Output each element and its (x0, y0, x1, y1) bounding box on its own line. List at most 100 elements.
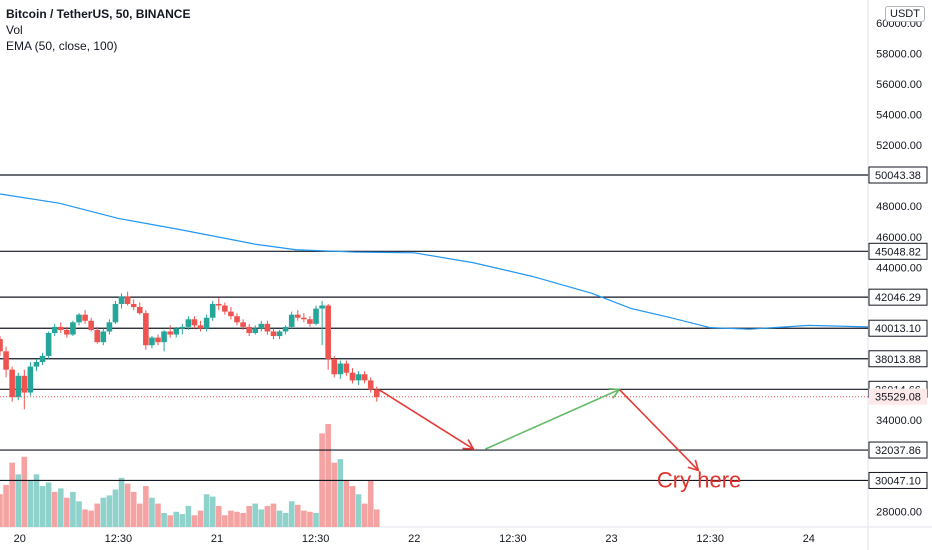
candle-body (210, 304, 216, 318)
volume-bar (210, 497, 216, 527)
volume-bar (265, 506, 271, 527)
volume-bar (368, 480, 374, 527)
volume-bar (107, 495, 113, 527)
candle-body (82, 315, 88, 321)
candle-body (204, 318, 210, 329)
level-price-label: 45048.82 (875, 246, 921, 258)
volume-bar (143, 486, 149, 527)
x-tick-label: 12:30 (696, 533, 724, 545)
volume-bar (137, 504, 143, 527)
volume-bar (76, 501, 82, 527)
candle-body (186, 319, 192, 327)
candle-body (240, 322, 246, 327)
candle-body (143, 313, 149, 345)
volume-bar (198, 511, 204, 527)
candle-body (271, 331, 277, 336)
volume-bar (125, 484, 131, 527)
candle-body (107, 322, 113, 331)
y-tick-label: 34000.00 (876, 415, 922, 427)
volume-bar (338, 459, 344, 527)
candle-body (0, 339, 3, 351)
ema-indicator-label: EMA (50, close, 100) (6, 38, 190, 54)
candle-body (234, 316, 240, 322)
volume-bar (356, 494, 362, 527)
volume-bar (271, 504, 277, 527)
volume-bar (9, 463, 15, 527)
candle-body (101, 331, 107, 342)
volume-bar (228, 511, 234, 527)
x-tick-label: 12:30 (499, 533, 527, 545)
volume-bar (295, 505, 301, 527)
down-arrow (379, 390, 474, 450)
candle-body (228, 312, 234, 317)
candle-body (325, 306, 331, 359)
candle-body (28, 367, 34, 393)
volume-bar (15, 474, 21, 527)
y-tick-label: 56000.00 (876, 79, 922, 91)
y-tick-label: 54000.00 (876, 110, 922, 122)
candle-body (301, 318, 307, 320)
candle-body (216, 304, 222, 306)
candle-body (88, 321, 94, 330)
volume-bar (289, 501, 295, 527)
x-tick-label: 23 (605, 533, 617, 545)
candle-body (64, 330, 70, 335)
y-tick-label: 28000.00 (876, 507, 922, 519)
volume-bar (167, 515, 173, 527)
volume-bar (3, 485, 9, 527)
candle-body (277, 331, 283, 336)
candle-body (362, 374, 368, 380)
candle-body (94, 330, 100, 342)
candle-body (155, 338, 161, 343)
volume-bar (186, 506, 192, 527)
level-price-label: 50043.38 (875, 170, 921, 182)
candle-body (131, 304, 137, 307)
candle-body (76, 315, 82, 323)
candle-body (356, 374, 362, 380)
candle-body (113, 304, 119, 322)
volume-bar (374, 509, 380, 527)
current-price-label: 35529.08 (875, 392, 921, 404)
candle-body (368, 380, 374, 389)
candle-body (374, 390, 380, 398)
volume-bar (94, 504, 100, 527)
volume-bar (301, 511, 307, 527)
level-price-label: 32037.86 (875, 445, 921, 457)
candle-body (283, 327, 289, 332)
y-tick-label: 46000.00 (876, 232, 922, 244)
volume-bar (52, 492, 58, 527)
candle-body (40, 356, 46, 362)
volume-bar (192, 515, 198, 527)
volume-bar (180, 514, 186, 527)
volume-bar (82, 509, 88, 527)
volume-bar (0, 494, 3, 527)
volume-bar (64, 498, 70, 527)
x-tick-label: 20 (14, 533, 26, 545)
candle-body (15, 376, 21, 397)
volume-bar (331, 463, 337, 527)
candle-body (252, 328, 258, 333)
candle-body (295, 315, 301, 318)
volume-bar (119, 478, 125, 527)
annotation-text: Cry here (657, 467, 741, 492)
chart-legend: Bitcoin / TetherUS, 50, BINANCE Vol EMA … (6, 6, 190, 54)
volume-bar (22, 457, 28, 527)
candle-body (161, 331, 167, 342)
candle-body (9, 370, 15, 397)
level-price-label: 40013.10 (875, 323, 921, 335)
candle-body (180, 327, 186, 329)
volume-bar (113, 490, 119, 527)
volume-bar (155, 504, 161, 527)
x-tick-label: 22 (408, 533, 420, 545)
level-price-label: 38013.88 (875, 354, 921, 366)
currency-button[interactable]: USDT (885, 6, 925, 22)
symbol-title: Bitcoin / TetherUS, 50, BINANCE (6, 6, 190, 22)
candle-body (198, 325, 204, 328)
volume-bar (40, 486, 46, 527)
volume-bar (234, 512, 240, 527)
candle-body (125, 296, 131, 304)
candle-body (222, 306, 228, 312)
volume-bar (216, 506, 222, 527)
candle-body (34, 362, 40, 367)
